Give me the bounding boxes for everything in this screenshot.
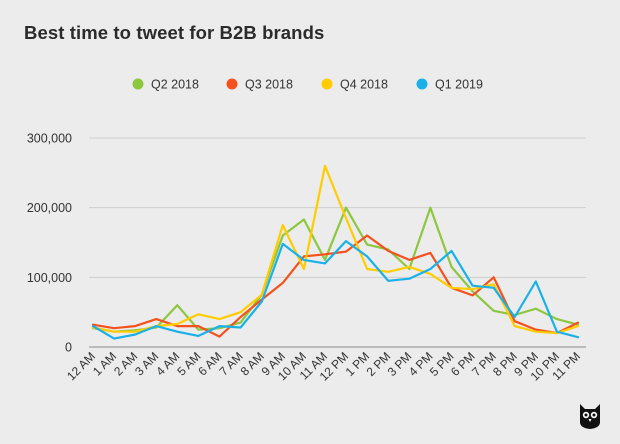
legend-item: Q1 2019: [416, 78, 483, 92]
series-line: [91, 206, 580, 333]
gridlines: [89, 137, 586, 348]
owl-logo-icon: [580, 404, 600, 429]
legend-item: Q4 2018: [321, 78, 388, 92]
legend-label: Q2 2018: [151, 78, 199, 92]
legend: Q2 2018 Q3 2018 Q4 2018 Q1 2019: [132, 78, 483, 92]
legend-marker: [321, 78, 333, 90]
legend-marker: [226, 78, 238, 90]
series-lines: [91, 164, 580, 340]
legend-marker: [132, 78, 144, 90]
y-tick-label: 100,000: [27, 271, 72, 285]
x-axis: 12 AM1 AM2 AM3 AM4 AM5 AM6 AM7 AM8 AM9 A…: [64, 349, 583, 383]
legend-label: Q3 2018: [245, 78, 293, 92]
series-line: [91, 240, 580, 340]
series-line: [91, 164, 580, 335]
legend-label: Q4 2018: [340, 78, 388, 92]
legend-item: Q3 2018: [226, 78, 293, 92]
chart-title: Best time to tweet for B2B brands: [24, 22, 325, 43]
legend-item: Q2 2018: [132, 78, 199, 92]
legend-marker: [416, 78, 428, 90]
y-tick-label: 200,000: [27, 201, 72, 215]
y-tick-label: 0: [65, 341, 72, 355]
legend-label: Q1 2019: [435, 78, 483, 92]
y-tick-label: 300,000: [27, 132, 72, 146]
y-axis: 0 100,000 200,000 300,000: [27, 132, 72, 355]
